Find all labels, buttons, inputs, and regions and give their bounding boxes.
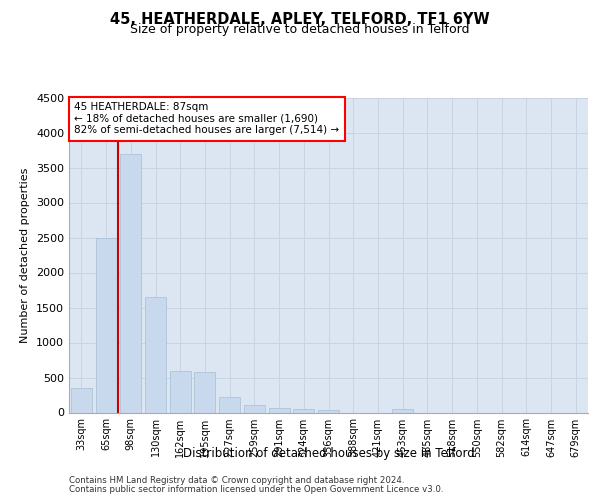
Bar: [120, 154, 141, 412]
Bar: [318, 410, 339, 412]
Bar: [194, 372, 215, 412]
Bar: [392, 409, 413, 412]
Text: 45 HEATHERDALE: 87sqm
← 18% of detached houses are smaller (1,690)
82% of semi-d: 45 HEATHERDALE: 87sqm ← 18% of detached …: [74, 102, 340, 136]
Bar: [269, 408, 290, 412]
Bar: [293, 410, 314, 412]
Text: 45, HEATHERDALE, APLEY, TELFORD, TF1 6YW: 45, HEATHERDALE, APLEY, TELFORD, TF1 6YW: [110, 12, 490, 28]
Bar: [170, 370, 191, 412]
Bar: [219, 397, 240, 412]
Bar: [71, 388, 92, 412]
Text: Size of property relative to detached houses in Telford: Size of property relative to detached ho…: [130, 24, 470, 36]
Text: Distribution of detached houses by size in Telford: Distribution of detached houses by size …: [183, 448, 475, 460]
Bar: [145, 297, 166, 412]
Bar: [95, 238, 116, 412]
Text: Contains public sector information licensed under the Open Government Licence v3: Contains public sector information licen…: [69, 485, 443, 494]
Bar: [244, 405, 265, 412]
Text: Contains HM Land Registry data © Crown copyright and database right 2024.: Contains HM Land Registry data © Crown c…: [69, 476, 404, 485]
Y-axis label: Number of detached properties: Number of detached properties: [20, 168, 31, 342]
